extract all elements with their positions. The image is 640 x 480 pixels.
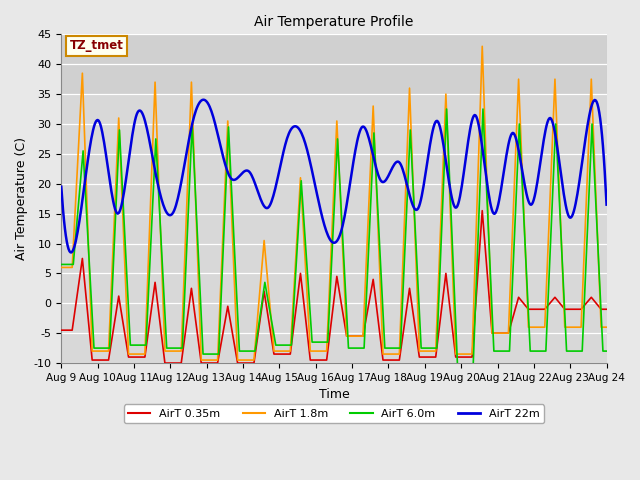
X-axis label: Time: Time (319, 388, 349, 401)
Y-axis label: Air Temperature (C): Air Temperature (C) (15, 137, 28, 260)
Legend: AirT 0.35m, AirT 1.8m, AirT 6.0m, AirT 22m: AirT 0.35m, AirT 1.8m, AirT 6.0m, AirT 2… (124, 404, 544, 423)
Title: Air Temperature Profile: Air Temperature Profile (254, 15, 413, 29)
Text: TZ_tmet: TZ_tmet (70, 39, 124, 52)
Bar (61, 35, 607, 94)
